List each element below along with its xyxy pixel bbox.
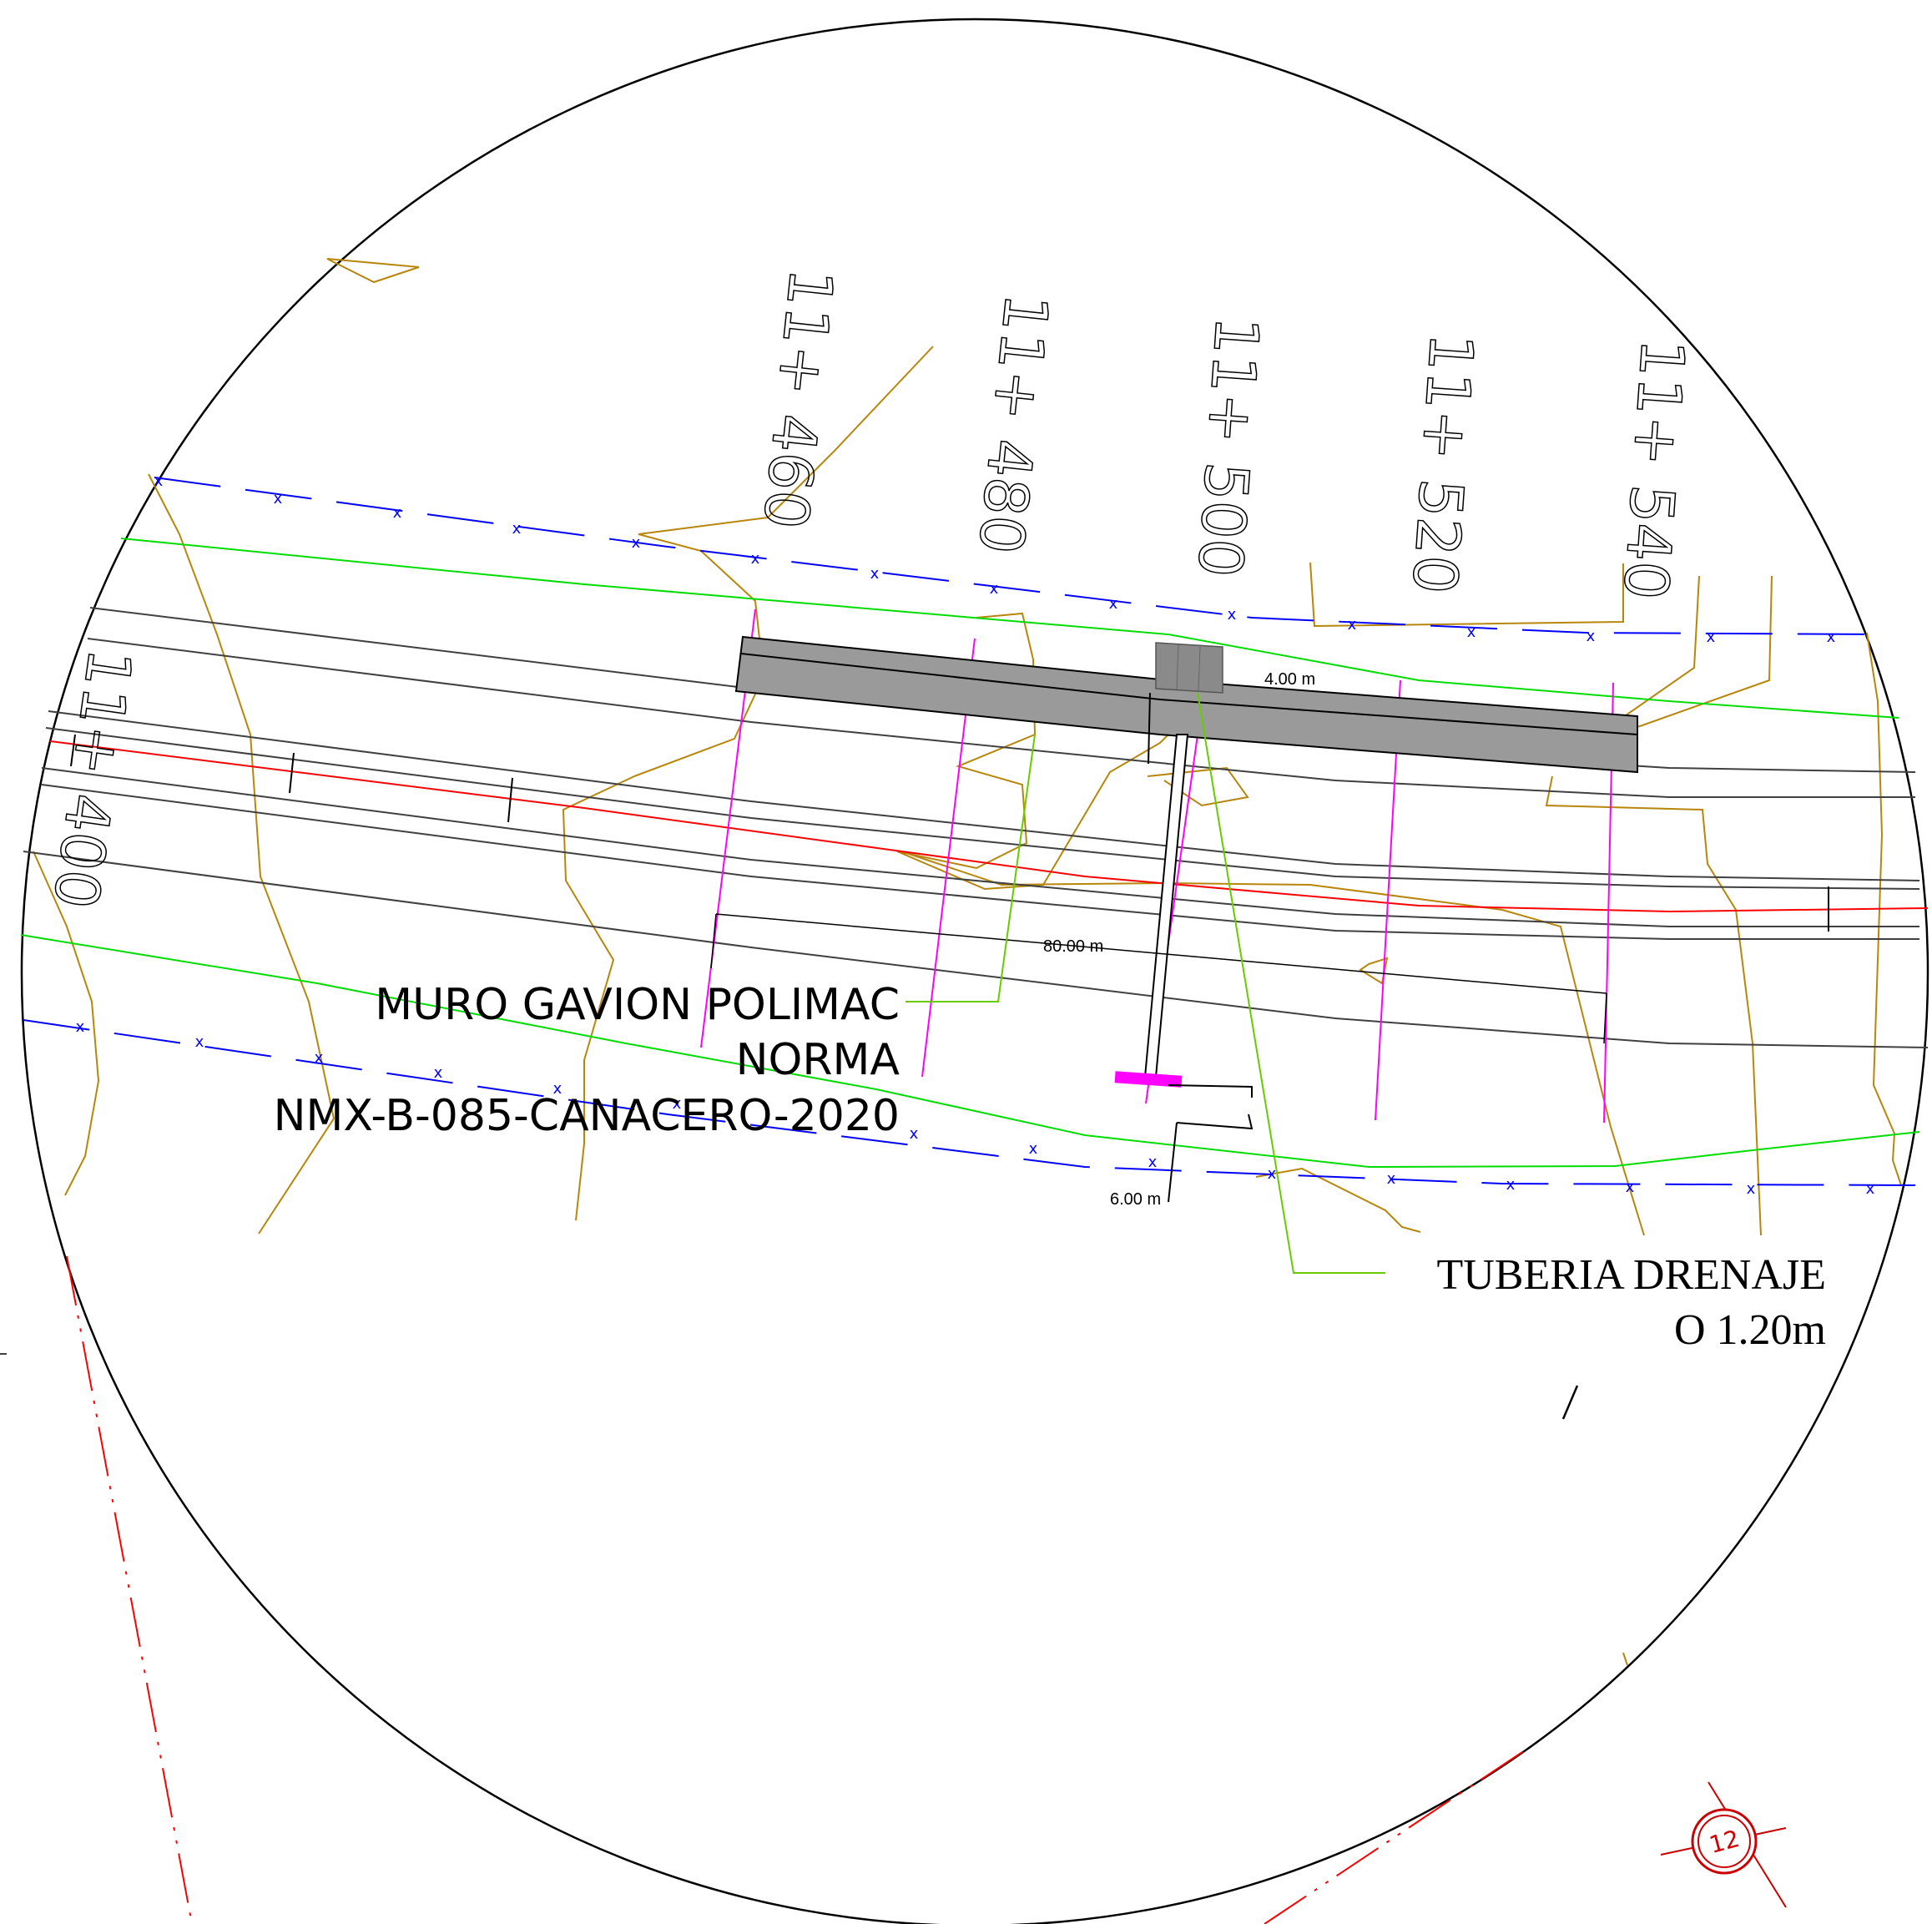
svg-text:x: x xyxy=(1586,628,1596,645)
wall-callout-line-3: NMX-B-085-CANACERO-2020 xyxy=(274,1091,900,1141)
svg-text:x: x xyxy=(315,1049,324,1067)
road-centerline xyxy=(49,740,1929,913)
svg-text:x: x xyxy=(1506,1176,1516,1194)
station-label-540: 11+ 540 xyxy=(1610,337,1698,602)
svg-text:x: x xyxy=(1148,1154,1158,1171)
svg-text:x: x xyxy=(1467,624,1476,641)
svg-text:x: x xyxy=(1707,629,1716,646)
svg-text:x: x xyxy=(1747,1180,1756,1198)
svg-text:x: x xyxy=(434,1064,443,1082)
detail-circle xyxy=(21,18,1929,1924)
svg-text:x: x xyxy=(1827,629,1836,646)
svg-text:x: x xyxy=(910,1125,919,1143)
centerline-ticks xyxy=(70,734,1829,932)
leader-lines xyxy=(905,692,1385,1274)
svg-text:x: x xyxy=(1626,1179,1635,1196)
wall-callout-line-2: NORMA xyxy=(736,1035,900,1085)
station-label-460: 11+ 460 xyxy=(749,265,846,532)
station-labels: 11+ 400 11+ 460 11+ 480 11+ 500 11+ 520 … xyxy=(39,265,1699,913)
svg-text:x: x xyxy=(1268,1165,1277,1183)
station-label-480: 11+ 480 xyxy=(965,290,1062,557)
svg-text:x: x xyxy=(1109,595,1118,613)
reference-lines xyxy=(66,1255,1528,1924)
circle-tick xyxy=(1622,1652,1628,1666)
pipe-callout: TUBERIA DRENAJE O 1.20m xyxy=(1436,1251,1826,1354)
dim-offset: 6.00 m xyxy=(1110,1190,1161,1209)
svg-text:x: x xyxy=(274,490,283,508)
svg-text:x: x xyxy=(1029,1140,1038,1158)
svg-text:x: x xyxy=(1387,1170,1396,1188)
svg-text:x: x xyxy=(1228,606,1237,624)
detail-marker: 12 xyxy=(1660,1781,1787,1908)
drainage-pipe xyxy=(1114,734,1254,1203)
wall-callout: MURO GAVION POLIMAC NORMA NMX-B-085-CANA… xyxy=(274,980,900,1141)
section-tick xyxy=(1561,1385,1579,1420)
svg-text:x: x xyxy=(673,1095,682,1113)
terrain-contours xyxy=(33,258,1902,1236)
svg-text:x: x xyxy=(76,1018,85,1036)
svg-text:x: x xyxy=(393,504,402,522)
dimension-lines xyxy=(710,913,1607,1044)
svg-text:x: x xyxy=(154,472,164,490)
right-of-way-lines xyxy=(20,538,1920,1169)
svg-text:x: x xyxy=(1348,616,1357,634)
svg-text:x: x xyxy=(870,565,880,583)
svg-text:x: x xyxy=(512,520,522,538)
wall-callout-line-1: MURO GAVION POLIMAC xyxy=(375,980,900,1030)
svg-text:x: x xyxy=(632,534,641,552)
dimension-texts: 4.00 m 80.00 m 6.00 m xyxy=(1043,670,1315,1209)
pipe-callout-line-1: TUBERIA DRENAJE xyxy=(1436,1251,1826,1299)
svg-text:x: x xyxy=(553,1080,562,1098)
svg-text:x: x xyxy=(1866,1180,1875,1198)
pipe-callout-line-2: O 1.20m xyxy=(1674,1306,1826,1354)
fence-x-marks: x x x x x x x x x x x x x x x x x x x x x x x x x x x x x x xyxy=(76,472,1875,1198)
station-label-520: 11+ 520 xyxy=(1399,331,1487,596)
fence-lines xyxy=(23,477,1916,1186)
gabion-wall xyxy=(734,635,1638,774)
station-label-500: 11+ 500 xyxy=(1184,315,1273,579)
dim-width: 4.00 m xyxy=(1264,670,1315,689)
svg-text:x: x xyxy=(751,550,760,568)
svg-text:x: x xyxy=(990,580,999,598)
dim-length: 80.00 m xyxy=(1043,937,1103,956)
svg-text:x: x xyxy=(195,1033,204,1051)
